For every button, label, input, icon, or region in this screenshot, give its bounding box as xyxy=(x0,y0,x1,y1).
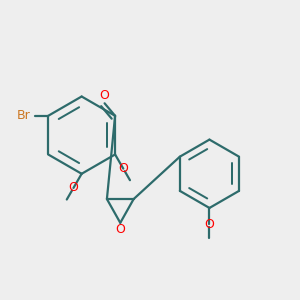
Text: Br: Br xyxy=(16,109,30,122)
Text: O: O xyxy=(68,182,78,194)
Text: O: O xyxy=(205,218,214,231)
Text: O: O xyxy=(99,89,109,102)
Text: O: O xyxy=(118,162,128,175)
Text: O: O xyxy=(115,224,125,236)
